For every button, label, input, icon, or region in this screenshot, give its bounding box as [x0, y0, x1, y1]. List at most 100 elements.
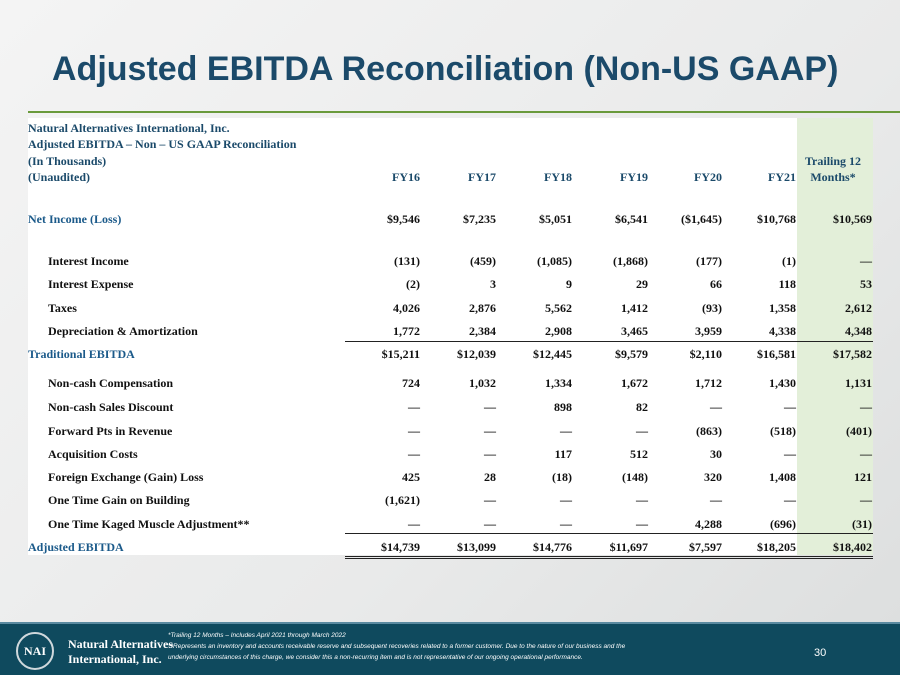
table-bg — [28, 118, 873, 555]
row-label: Forward Pts in Revenue — [48, 424, 173, 438]
cell: 1,412 — [621, 301, 648, 315]
cell: $10,768 — [757, 212, 796, 226]
cell: 1,672 — [621, 376, 648, 390]
cell: $7,597 — [689, 540, 722, 554]
cell: $12,039 — [457, 347, 496, 361]
row-label: Net Income (Loss) — [28, 212, 122, 226]
cell: $10,569 — [833, 212, 872, 226]
cell: 2,384 — [469, 324, 496, 338]
row-label: One Time Kaged Muscle Adjustment** — [48, 517, 250, 531]
cell: $9,579 — [615, 347, 648, 361]
cell: — — [560, 424, 572, 438]
cell: 1,032 — [469, 376, 496, 390]
cell: (1,868) — [613, 254, 648, 268]
cell: — — [784, 400, 796, 414]
cell: — — [484, 400, 496, 414]
cell: — — [636, 517, 648, 531]
cell: — — [636, 424, 648, 438]
cell: $7,235 — [463, 212, 496, 226]
cell: $13,099 — [457, 540, 496, 554]
cell: $11,697 — [609, 540, 648, 554]
cell: $18,205 — [757, 540, 796, 554]
column-highlight — [797, 118, 873, 555]
cell: 3,465 — [621, 324, 648, 338]
cell: 9 — [566, 277, 572, 291]
cell: 4,348 — [845, 324, 872, 338]
cell: 30 — [710, 447, 722, 461]
cell: (131) — [394, 254, 420, 268]
cell: 2,908 — [545, 324, 572, 338]
cell: — — [860, 400, 872, 414]
row-label: Adjusted EBITDA — [28, 540, 124, 554]
column-header: FY18 — [544, 170, 572, 184]
cell: — — [560, 493, 572, 507]
cell: $2,110 — [689, 347, 722, 361]
rule — [345, 533, 873, 534]
cell: (177) — [696, 254, 722, 268]
cell: 53 — [860, 277, 872, 291]
cell: $17,582 — [833, 347, 872, 361]
company-name: International, Inc. — [68, 652, 162, 666]
cell: 1,430 — [769, 376, 796, 390]
cell: (93) — [702, 301, 722, 315]
cell: — — [784, 447, 796, 461]
caption-line: Natural Alternatives International, Inc. — [28, 121, 230, 135]
cell: — — [710, 400, 722, 414]
cell: 724 — [402, 376, 420, 390]
cell: 512 — [630, 447, 648, 461]
cell: 4,026 — [393, 301, 420, 315]
title-rule — [28, 111, 900, 113]
row-label: Traditional EBITDA — [28, 347, 135, 361]
row-label: Interest Income — [48, 254, 129, 268]
cell: (31) — [852, 517, 872, 531]
cell: — — [860, 493, 872, 507]
cell: (401) — [846, 424, 872, 438]
column-header: FY21 — [768, 170, 796, 184]
cell: 1,334 — [545, 376, 572, 390]
cell: 121 — [854, 470, 872, 484]
cell: (863) — [696, 424, 722, 438]
cell: 117 — [554, 447, 572, 461]
cell: — — [484, 517, 496, 531]
cell: 1,772 — [393, 324, 420, 338]
cell: 118 — [778, 277, 796, 291]
cell: — — [860, 254, 872, 268]
cell: 898 — [554, 400, 572, 414]
cell: $12,445 — [533, 347, 572, 361]
column-header: FY20 — [694, 170, 722, 184]
rule — [345, 556, 873, 559]
company-name: Natural Alternatives — [68, 637, 173, 651]
row-label: One Time Gain on Building — [48, 493, 190, 507]
row-label: Foreign Exchange (Gain) Loss — [48, 470, 204, 484]
cell: ($1,645) — [681, 212, 722, 226]
cell: 3 — [490, 277, 496, 291]
page-number: 30 — [814, 647, 827, 659]
cell: — — [484, 493, 496, 507]
cell: 82 — [636, 400, 648, 414]
column-header: FY17 — [468, 170, 496, 184]
cell: (459) — [470, 254, 496, 268]
row-label: Depreciation & Amortization — [48, 324, 198, 338]
cell: — — [484, 424, 496, 438]
cell: 425 — [402, 470, 420, 484]
logo: NAI — [16, 632, 54, 670]
footnote: **Represents an inventory and accounts r… — [168, 643, 626, 650]
cell: — — [408, 517, 420, 531]
cell: 66 — [710, 277, 722, 291]
column-header: Trailing 12 — [804, 154, 862, 168]
cell: — — [408, 400, 420, 414]
footer-band — [0, 622, 900, 675]
caption-line: (Unaudited) — [28, 169, 91, 184]
cell: (696) — [770, 517, 796, 531]
rule — [345, 341, 873, 342]
caption-line: (In Thousands) — [28, 153, 107, 168]
cell: 29 — [636, 277, 648, 291]
column-header: Months* — [810, 170, 856, 184]
column-header: FY16 — [392, 170, 420, 184]
cell: 4,338 — [769, 324, 796, 338]
cell: $18,402 — [833, 540, 872, 554]
cell: — — [484, 447, 496, 461]
cell: (518) — [770, 424, 796, 438]
footnote: *Trailing 12 Months – Includes April 202… — [168, 632, 346, 639]
